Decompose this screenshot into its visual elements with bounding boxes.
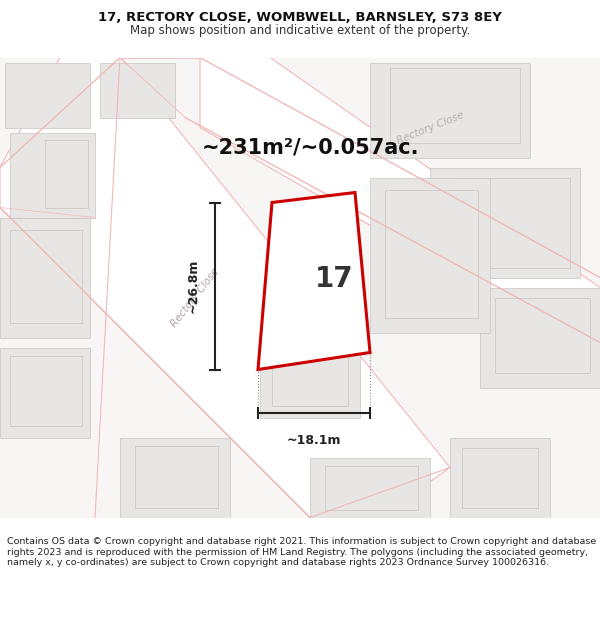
Polygon shape: [462, 448, 538, 508]
Polygon shape: [430, 168, 580, 278]
Text: ~18.1m: ~18.1m: [287, 434, 341, 447]
Polygon shape: [450, 438, 550, 518]
Polygon shape: [450, 177, 570, 268]
Polygon shape: [10, 229, 82, 322]
Polygon shape: [390, 68, 520, 142]
Text: ~231m²/~0.057ac.: ~231m²/~0.057ac.: [201, 138, 419, 158]
Text: Map shows position and indicative extent of the property.: Map shows position and indicative extent…: [130, 24, 470, 37]
Polygon shape: [495, 298, 590, 372]
Polygon shape: [480, 288, 600, 388]
Text: ~26.8m: ~26.8m: [187, 259, 199, 313]
Text: 17, RECTORY CLOSE, WOMBWELL, BARNSLEY, S73 8EY: 17, RECTORY CLOSE, WOMBWELL, BARNSLEY, S…: [98, 11, 502, 24]
Polygon shape: [325, 466, 418, 509]
Polygon shape: [370, 62, 530, 158]
Polygon shape: [258, 192, 370, 369]
Polygon shape: [0, 58, 450, 518]
Polygon shape: [310, 458, 430, 518]
Polygon shape: [200, 58, 600, 358]
Text: Contains OS data © Crown copyright and database right 2021. This information is : Contains OS data © Crown copyright and d…: [7, 538, 596, 567]
Polygon shape: [260, 332, 360, 418]
Polygon shape: [5, 62, 90, 127]
Polygon shape: [10, 356, 82, 426]
Text: 17: 17: [314, 265, 353, 293]
Polygon shape: [0, 348, 90, 438]
Text: Rectory Close: Rectory Close: [395, 109, 465, 146]
Polygon shape: [370, 177, 490, 332]
Polygon shape: [120, 438, 230, 518]
Polygon shape: [10, 132, 95, 218]
Polygon shape: [135, 446, 218, 508]
Polygon shape: [100, 62, 175, 118]
Polygon shape: [0, 217, 90, 338]
Polygon shape: [272, 339, 348, 406]
Polygon shape: [385, 189, 478, 318]
Polygon shape: [45, 139, 88, 208]
Text: Rectory Close: Rectory Close: [169, 266, 221, 329]
